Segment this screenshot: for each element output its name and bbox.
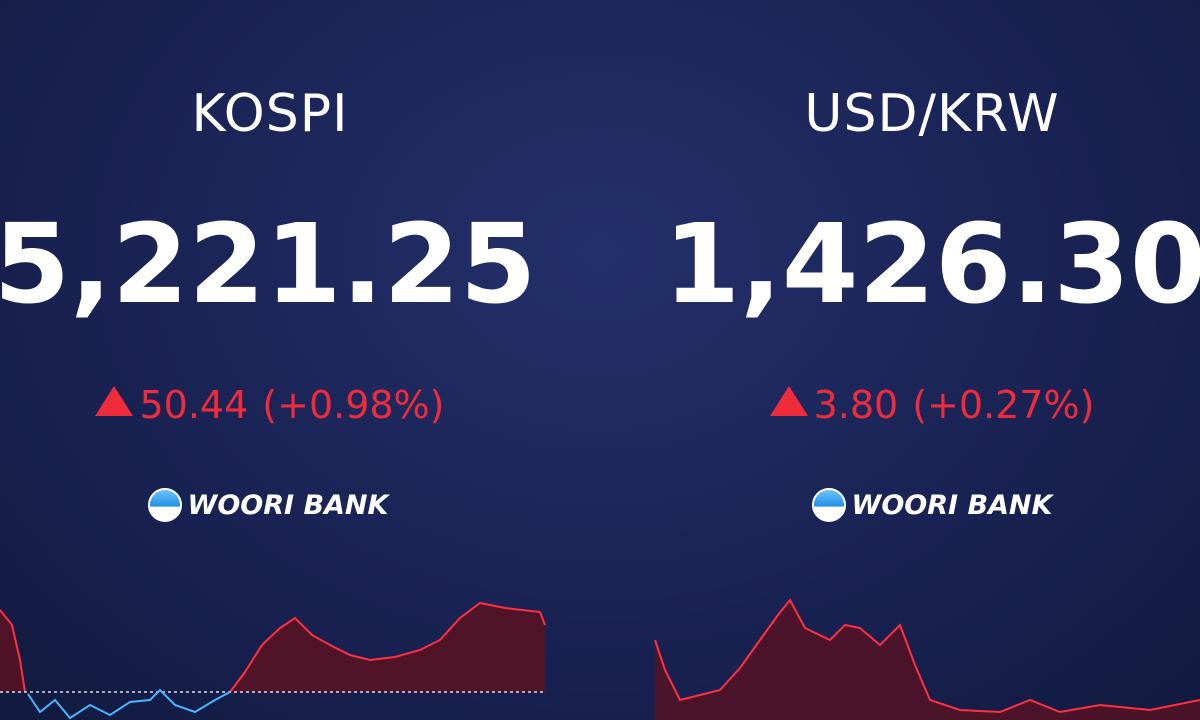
change-percent: (+0.27%)	[912, 383, 1095, 427]
index-title: KOSPI	[191, 84, 349, 144]
brand-logo	[811, 488, 846, 522]
brand-logo	[147, 488, 182, 522]
usdkrw-line	[654, 598, 1200, 714]
change-percent: (+0.98%)	[262, 383, 445, 427]
change-amount: 3.80	[813, 383, 899, 427]
kospi-area	[0, 603, 545, 692]
index-change: 3.80 (+0.27%)	[662, 383, 1200, 427]
index-value: 5,221.25	[0, 200, 537, 328]
usdkrw-area	[655, 600, 1200, 720]
kospi-low-line	[27, 688, 231, 720]
brand: WOORI BANK	[662, 488, 1200, 522]
kospi-line	[0, 601, 546, 693]
brand: WOORI BANK	[0, 488, 538, 522]
up-arrow	[769, 386, 808, 416]
change-amount: 50.44	[139, 383, 249, 427]
brand-name: WOORI BANK	[187, 490, 389, 521]
index-title: USD/KRW	[804, 84, 1060, 144]
up-arrow	[95, 386, 134, 416]
index-change: 50.44 (+0.98%)	[0, 383, 540, 427]
brand-name: WOORI BANK	[851, 490, 1053, 521]
index-value: 1,426.30	[663, 200, 1200, 328]
